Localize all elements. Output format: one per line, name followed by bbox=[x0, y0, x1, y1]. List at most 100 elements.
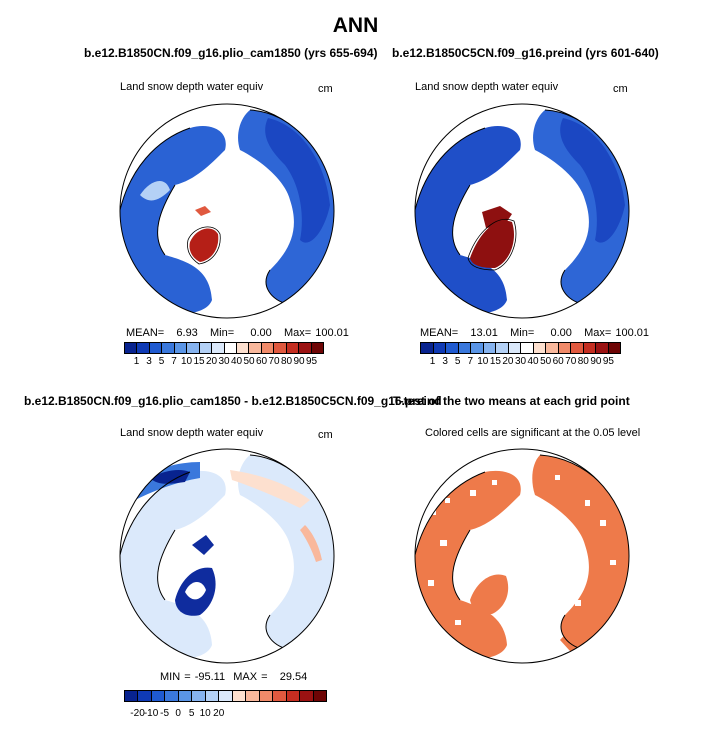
colorbar-swatch bbox=[205, 691, 220, 701]
panel1-case-title: b.e12.B1850CN.f09_g16.plio_cam1850 (yrs … bbox=[84, 46, 378, 60]
colorbar-swatch bbox=[558, 343, 571, 353]
panel1-min-value: 0.00 bbox=[250, 327, 272, 339]
colorbar-swatch bbox=[583, 343, 596, 353]
colorbar-tick-label: 5 bbox=[454, 356, 461, 367]
colorbar-tick-label: 10 bbox=[180, 356, 193, 367]
colorbar-tick-label: 30 bbox=[514, 356, 527, 367]
colorbar-swatch bbox=[546, 343, 559, 353]
colorbar-swatch bbox=[533, 343, 546, 353]
colorbar-tick-label: 3 bbox=[442, 356, 448, 367]
colorbar-tick-label: 15 bbox=[489, 356, 501, 367]
colorbar-tick-label: 1 bbox=[429, 356, 436, 367]
panel3-colorbar bbox=[124, 690, 327, 702]
panel1-max-value: 100.01 bbox=[315, 327, 349, 339]
panel1-colorbar-labels: 1 3 5 7 10 15 20 30 40 50 60 70 80 90 95 bbox=[124, 356, 324, 368]
colorbar-swatch bbox=[521, 343, 534, 353]
colorbar-tick-label: 95 bbox=[305, 356, 318, 367]
panel3-stats: MIN = -95.11 MAX = 29.54 bbox=[160, 671, 307, 683]
panel3-map bbox=[120, 449, 334, 663]
colorbar-swatch bbox=[421, 343, 434, 353]
colorbar-swatch bbox=[286, 691, 301, 701]
panel2-max-value: 100.01 bbox=[615, 327, 650, 339]
panel2-map bbox=[415, 104, 629, 318]
colorbar-tick-label: 10 bbox=[199, 708, 211, 719]
colorbar-tick-label: -20 bbox=[130, 708, 145, 719]
colorbar-tick-label: 10 bbox=[477, 356, 489, 367]
panel1-mean-label: MEAN= bbox=[126, 327, 165, 339]
panel3-max-value: 29.54 bbox=[279, 671, 308, 683]
colorbar-swatch bbox=[508, 343, 521, 353]
panel2-min-label: Min= bbox=[510, 327, 535, 339]
figure-title: ANN bbox=[332, 14, 379, 37]
panel1-mean-value: 6.93 bbox=[176, 327, 198, 339]
colorbar-tick-label: 5 bbox=[188, 708, 195, 719]
colorbar-swatch bbox=[232, 691, 247, 701]
colorbar-tick-label: 20 bbox=[213, 708, 225, 719]
colorbar-tick-label: 70 bbox=[565, 356, 577, 367]
colorbar-tick-label: 40 bbox=[230, 356, 243, 367]
panel3-min-value: -95.11 bbox=[194, 671, 226, 683]
colorbar-tick-label: 20 bbox=[205, 356, 218, 367]
panel2-units-label: cm bbox=[613, 83, 628, 95]
colorbar-swatch bbox=[300, 691, 314, 701]
panel3-colorbar-labels: -20 -10 -5 0 5 10 20 bbox=[124, 708, 327, 720]
colorbar-swatch bbox=[596, 343, 609, 353]
colorbar-tick-label: 1 bbox=[133, 356, 140, 367]
colorbar-swatch bbox=[224, 343, 237, 353]
colorbar-tick-label: 0 bbox=[175, 708, 181, 719]
panel3-variable-label: Land snow depth water equiv bbox=[120, 427, 264, 439]
colorbar-tick-label: 90 bbox=[293, 356, 305, 367]
colorbar-swatch bbox=[311, 343, 323, 353]
colorbar-tick-label: -10 bbox=[143, 708, 159, 719]
panel2-mean-label: MEAN= bbox=[420, 327, 459, 339]
colorbar-swatch bbox=[138, 691, 152, 701]
panel2-max-label: Max= bbox=[584, 327, 612, 339]
colorbar-swatch bbox=[246, 691, 260, 701]
colorbar-swatch bbox=[571, 343, 584, 353]
colorbar-swatch bbox=[313, 691, 327, 701]
panel4-case-title: T-test of the two means at each grid poi… bbox=[393, 394, 630, 408]
colorbar-swatch bbox=[178, 691, 193, 701]
colorbar-swatch bbox=[212, 343, 225, 353]
colorbar-tick-label: 95 bbox=[602, 356, 614, 367]
colorbar-swatch bbox=[249, 343, 262, 353]
panel2-min-value: 0.00 bbox=[550, 327, 572, 339]
panel2-colorbar bbox=[420, 342, 621, 354]
colorbar-swatch bbox=[199, 343, 213, 353]
panel3-case-title: b.e12.B1850CN.f09_g16.plio_cam1850 - b.e… bbox=[24, 394, 442, 408]
colorbar-tick-label: 90 bbox=[590, 356, 602, 367]
colorbar-tick-label: 60 bbox=[552, 356, 564, 367]
panel2-stats: MEAN= 13.01 Min= 0.00 Max= 100.01 bbox=[420, 327, 649, 339]
panel3-units-label: cm bbox=[318, 429, 333, 441]
panel1-max-label: Max= bbox=[283, 327, 312, 339]
panel2-variable-label: Land snow depth water equiv bbox=[415, 81, 559, 93]
panel1-variable-label: Land snow depth water equiv bbox=[120, 81, 264, 93]
colorbar-tick-label: -5 bbox=[160, 708, 170, 719]
colorbar-swatch bbox=[433, 343, 446, 353]
panel4-map bbox=[415, 449, 629, 663]
colorbar-tick-label: 7 bbox=[171, 356, 177, 367]
colorbar-swatch bbox=[236, 343, 250, 353]
colorbar-tick-label: 50 bbox=[540, 356, 552, 367]
colorbar-swatch bbox=[274, 343, 287, 353]
colorbar-swatch bbox=[608, 343, 620, 353]
colorbar-swatch bbox=[261, 343, 275, 353]
colorbar-swatch bbox=[483, 343, 496, 353]
colorbar-tick-label: 5 bbox=[158, 356, 165, 367]
colorbar-tick-label: 80 bbox=[577, 356, 589, 367]
panel1-min-label: Min= bbox=[209, 327, 235, 339]
colorbar-tick-label: 80 bbox=[280, 356, 293, 367]
colorbar-swatch bbox=[471, 343, 484, 353]
colorbar-swatch bbox=[458, 343, 471, 353]
panel4-significance-label: Colored cells are significant at the 0.0… bbox=[425, 427, 641, 439]
panel1-map bbox=[120, 104, 334, 318]
panel1-stats: MEAN= 6.93 Min= 0.00 Max= 100.01 bbox=[126, 327, 349, 339]
colorbar-swatch bbox=[162, 343, 175, 353]
colorbar-tick-label: 30 bbox=[218, 356, 230, 367]
colorbar-swatch bbox=[149, 343, 163, 353]
colorbar-swatch bbox=[259, 691, 274, 701]
colorbar-tick-label: 20 bbox=[502, 356, 514, 367]
colorbar-swatch bbox=[286, 343, 300, 353]
colorbar-tick-label: 60 bbox=[255, 356, 268, 367]
